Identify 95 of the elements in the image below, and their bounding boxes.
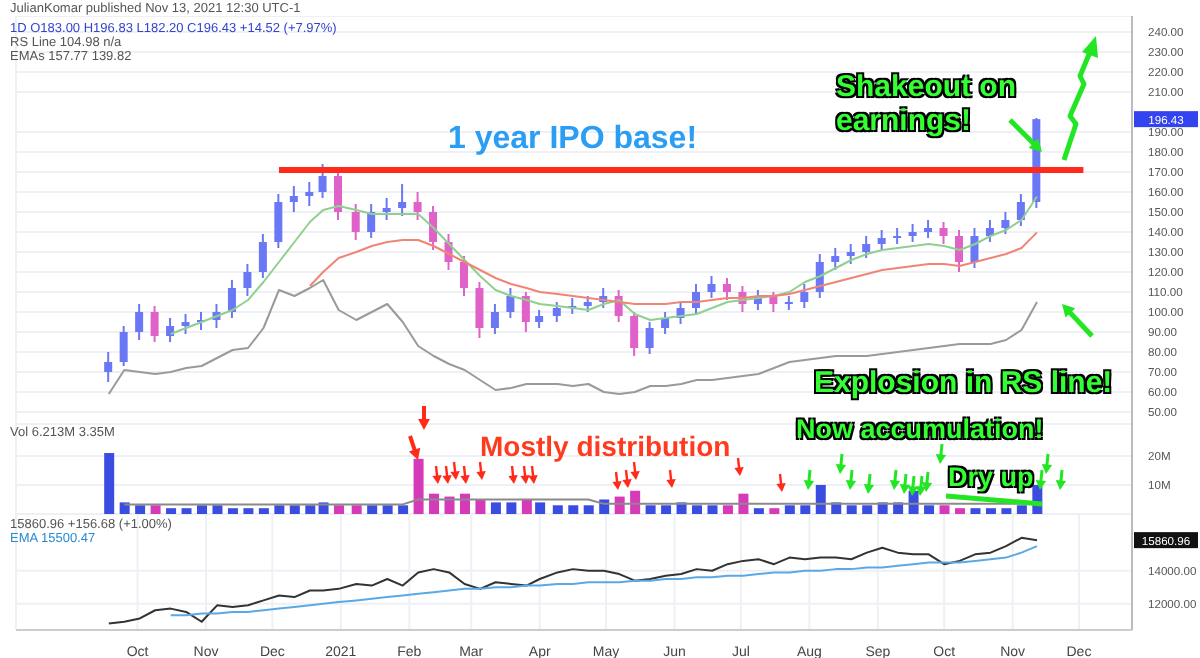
bar (212, 505, 223, 514)
candlestick (274, 193, 283, 249)
annotation: Now accumulation! (796, 414, 1044, 446)
bar (227, 508, 238, 514)
bar (135, 505, 146, 514)
bar (645, 505, 656, 514)
bar (367, 505, 378, 514)
annotation: Shakeout on earnings! (836, 70, 1019, 138)
bar (815, 484, 826, 514)
bar (305, 505, 316, 514)
candlestick (334, 171, 343, 221)
bar (521, 499, 532, 514)
bar (769, 508, 780, 514)
bar (800, 505, 811, 514)
candlestick (398, 183, 407, 217)
annotation: Mostly distribution (480, 430, 731, 463)
bar (753, 508, 764, 514)
bar (398, 505, 409, 514)
bar (475, 499, 486, 514)
bar (985, 508, 996, 514)
bar (351, 505, 362, 514)
bar (552, 505, 563, 514)
candlestick (1016, 193, 1025, 227)
candlestick (521, 291, 530, 333)
candlestick (939, 221, 948, 245)
annotation: Dry up (948, 462, 1034, 494)
bar (661, 505, 672, 514)
line-series (107, 536, 1038, 625)
candlestick (289, 185, 298, 213)
candlestick (135, 303, 144, 341)
candlestick (490, 303, 499, 335)
candlestick (955, 229, 963, 273)
bar (119, 502, 130, 514)
bar (630, 490, 641, 514)
candlestick (181, 313, 190, 335)
annotation: Explosion in RS line! (814, 366, 1113, 401)
bar (939, 505, 950, 514)
bar (506, 502, 517, 514)
candlestick (506, 287, 515, 319)
bar (197, 505, 207, 514)
bar (243, 508, 254, 514)
candlestick (722, 277, 731, 301)
bar (707, 505, 718, 514)
bar (846, 505, 857, 514)
candlestick (318, 163, 327, 199)
bar (568, 505, 579, 514)
candlestick (150, 305, 159, 343)
bar (692, 505, 703, 514)
candlestick (645, 321, 654, 355)
annotation: 1 year IPO base! (448, 122, 698, 158)
candlestick (166, 317, 175, 343)
candlestick (119, 325, 128, 367)
candlestick (305, 181, 314, 207)
bar (535, 502, 546, 514)
candlestick (429, 205, 438, 251)
candlestick (800, 283, 809, 309)
bar (181, 508, 192, 514)
bar (289, 505, 300, 514)
bar (166, 508, 177, 514)
bar (924, 505, 935, 514)
bar (490, 502, 501, 514)
candlestick (351, 203, 360, 241)
bar (1001, 508, 1012, 514)
line-series (107, 279, 1038, 395)
bar (258, 508, 269, 514)
line-series (169, 545, 1038, 617)
candlestick (475, 281, 484, 339)
bar (150, 505, 161, 514)
candlestick (552, 301, 561, 323)
candlestick (630, 311, 639, 357)
bar (784, 505, 795, 514)
candlestick (227, 279, 236, 319)
bar (382, 505, 393, 514)
bar (334, 505, 345, 514)
candlestick (413, 191, 422, 221)
candlestick (862, 235, 871, 259)
bar (1016, 505, 1027, 514)
candlestick (707, 275, 716, 299)
bar (955, 508, 965, 514)
candlestick (104, 351, 113, 383)
bar (722, 505, 733, 514)
candlestick (367, 203, 376, 239)
candlestick (846, 243, 855, 265)
candlestick (382, 197, 391, 221)
bar (104, 453, 115, 514)
candlestick (877, 229, 886, 251)
candlestick (459, 255, 468, 297)
candlestick (258, 233, 267, 279)
bar (274, 505, 285, 514)
candlestick (831, 247, 840, 271)
candlestick (1001, 211, 1010, 235)
candlestick (243, 263, 252, 297)
bar (583, 505, 594, 514)
bar (862, 505, 873, 514)
bar (970, 508, 981, 514)
